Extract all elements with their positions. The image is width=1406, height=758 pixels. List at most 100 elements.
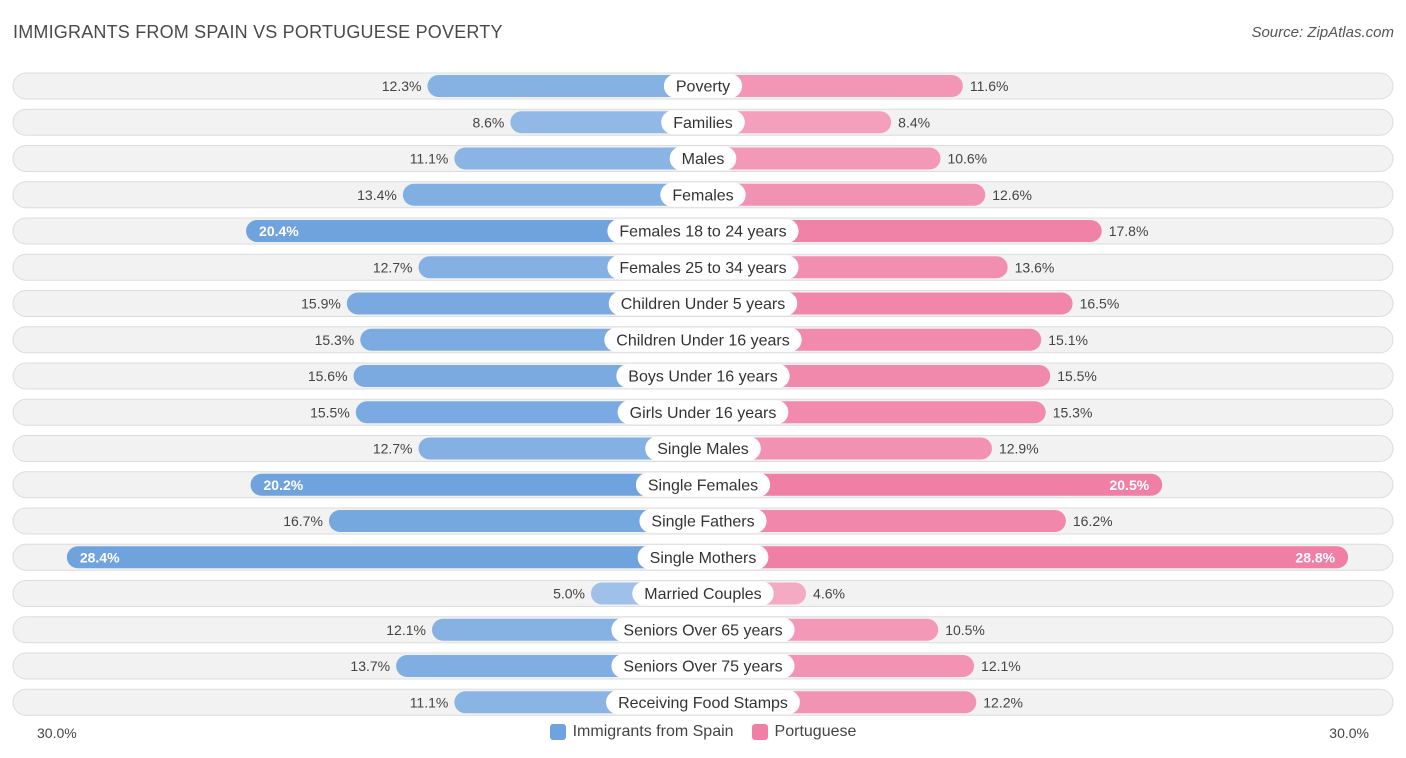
- value-spain-females-18-to-24-years: 20.4%: [259, 223, 299, 239]
- bar-spain-single-fathers: [328, 510, 703, 532]
- category-pill-girls-under-16-years: [617, 400, 789, 425]
- bar-spain-families: [510, 111, 703, 134]
- value-portuguese-married-couples: 4.6%: [813, 586, 845, 602]
- bar-portuguese-single-females: [703, 473, 1163, 496]
- value-portuguese-children-under-5-years: 16.5%: [1080, 296, 1120, 312]
- bar-portuguese-males: [703, 147, 941, 170]
- bar-spain-girls-under-16-years: [355, 401, 703, 424]
- legend: Immigrants from Spain Portuguese: [0, 723, 1406, 741]
- legend-item-portuguese: Portuguese: [751, 723, 857, 741]
- bar-spain-boys-under-16-years: [353, 365, 703, 387]
- value-spain-single-fathers: 16.7%: [283, 513, 323, 529]
- category-label-seniors-over-75-years: Seniors Over 75 years: [623, 659, 782, 676]
- value-portuguese-single-mothers: 28.8%: [1295, 549, 1335, 565]
- value-spain-single-mothers: 28.4%: [80, 549, 120, 565]
- value-portuguese-females-18-to-24-years: 17.8%: [1109, 223, 1149, 239]
- bar-spain-single-females: [250, 473, 703, 496]
- value-spain-females-25-to-34-years: 12.7%: [373, 259, 413, 275]
- category-pill-families: [661, 110, 745, 135]
- category-label-girls-under-16-years: Girls Under 16 years: [630, 405, 777, 422]
- category-pill-children-under-5-years: [608, 291, 798, 316]
- bar-portuguese-girls-under-16-years: [703, 401, 1046, 424]
- value-portuguese-boys-under-16-years: 15.5%: [1057, 368, 1097, 384]
- chart-title: IMMIGRANTS FROM SPAIN VS PORTUGUESE POVE…: [13, 22, 503, 42]
- value-portuguese-single-females: 20.5%: [1109, 477, 1149, 493]
- category-pill-females: [660, 182, 746, 207]
- value-portuguese-receiving-food-stamps: 12.2%: [983, 694, 1023, 710]
- category-pill-receiving-food-stamps: [606, 690, 800, 715]
- value-spain-boys-under-16-years: 15.6%: [308, 368, 348, 384]
- value-portuguese-females-25-to-34-years: 13.6%: [1015, 259, 1055, 275]
- value-spain-females: 13.4%: [357, 187, 397, 203]
- category-label-children-under-16-years: Children Under 16 years: [616, 332, 789, 349]
- category-pill-single-males: [645, 436, 761, 461]
- value-spain-families: 8.6%: [472, 114, 504, 130]
- value-portuguese-single-males: 12.9%: [999, 441, 1039, 457]
- value-spain-girls-under-16-years: 15.5%: [310, 404, 350, 420]
- category-label-females-25-to-34-years: Females 25 to 34 years: [619, 260, 786, 277]
- category-label-poverty: Poverty: [676, 79, 730, 96]
- bar-spain-males: [454, 147, 703, 170]
- category-label-families: Families: [673, 115, 733, 132]
- category-pill-boys-under-16-years: [616, 364, 790, 388]
- category-label-boys-under-16-years: Boys Under 16 years: [628, 369, 777, 386]
- value-spain-males: 11.1%: [410, 151, 449, 167]
- category-pill-poverty: [663, 74, 743, 98]
- bar-spain-females-18-to-24-years: [246, 220, 704, 242]
- value-spain-poverty: 12.3%: [382, 78, 422, 94]
- category-label-single-mothers: Single Mothers: [650, 550, 757, 567]
- value-portuguese-girls-under-16-years: 15.3%: [1053, 404, 1093, 420]
- bar-portuguese-single-mothers: [703, 546, 1349, 569]
- legend-swatch-spain: [549, 724, 566, 740]
- value-portuguese-families: 8.4%: [898, 114, 930, 130]
- category-label-seniors-over-65-years: Seniors Over 65 years: [623, 622, 782, 639]
- category-pill-married-couples: [632, 581, 774, 606]
- value-spain-married-couples: 5.0%: [553, 586, 585, 602]
- axis-label-left: 30.0%: [37, 725, 77, 741]
- value-portuguese-children-under-16-years: 15.1%: [1048, 332, 1088, 348]
- legend-item-spain: Immigrants from Spain: [549, 723, 734, 741]
- value-portuguese-males: 10.6%: [947, 151, 987, 167]
- category-pill-single-fathers: [639, 509, 767, 533]
- bar-portuguese-single-fathers: [703, 510, 1066, 532]
- category-pill-seniors-over-65-years: [611, 617, 795, 642]
- bar-portuguese-poverty: [703, 75, 963, 97]
- value-spain-receiving-food-stamps: 11.1%: [410, 694, 449, 710]
- category-label-females-18-to-24-years: Females 18 to 24 years: [619, 224, 786, 241]
- bar-spain-single-mothers: [66, 546, 704, 569]
- value-portuguese-seniors-over-65-years: 10.5%: [945, 622, 985, 638]
- category-pill-single-females: [635, 472, 771, 497]
- category-label-single-males: Single Males: [657, 441, 749, 458]
- value-spain-children-under-16-years: 15.3%: [315, 332, 355, 348]
- bar-portuguese-families: [703, 111, 892, 134]
- value-spain-children-under-5-years: 15.9%: [301, 296, 341, 312]
- category-label-single-fathers: Single Fathers: [651, 514, 754, 531]
- category-label-children-under-5-years: Children Under 5 years: [621, 296, 786, 313]
- bar-portuguese-females-18-to-24-years: [703, 220, 1102, 242]
- value-portuguese-seniors-over-75-years: 12.1%: [981, 658, 1021, 674]
- source-note: Source: ZipAtlas.com: [1251, 24, 1394, 41]
- category-pill-seniors-over-75-years: [611, 654, 795, 678]
- value-portuguese-single-fathers: 16.2%: [1073, 513, 1113, 529]
- category-label-receiving-food-stamps: Receiving Food Stamps: [618, 695, 788, 712]
- category-label-females: Females: [672, 187, 733, 204]
- category-pill-single-mothers: [637, 545, 769, 570]
- value-portuguese-poverty: 11.6%: [970, 78, 1009, 94]
- category-pill-children-under-16-years: [604, 327, 802, 352]
- value-spain-seniors-over-65-years: 12.1%: [386, 622, 426, 638]
- category-label-married-couples: Married Couples: [644, 586, 761, 603]
- bar-spain-poverty: [427, 75, 703, 97]
- value-portuguese-females: 12.6%: [992, 187, 1032, 203]
- bar-spain-single-males: [418, 437, 703, 460]
- legend-label-portuguese: Portuguese: [774, 723, 857, 740]
- value-spain-single-females: 20.2%: [264, 477, 304, 493]
- legend-swatch-portuguese: [751, 724, 768, 740]
- category-label-single-females: Single Females: [648, 477, 758, 494]
- bar-portuguese-boys-under-16-years: [703, 365, 1051, 387]
- category-label-males: Males: [682, 151, 725, 168]
- bar-portuguese-single-males: [703, 437, 992, 460]
- axis-label-right: 30.0%: [1329, 725, 1369, 741]
- value-spain-single-males: 12.7%: [373, 441, 413, 457]
- category-pill-females-18-to-24-years: [607, 219, 799, 243]
